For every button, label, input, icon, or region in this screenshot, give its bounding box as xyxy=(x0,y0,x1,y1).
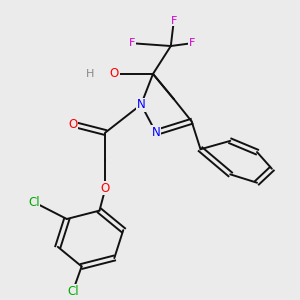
Text: F: F xyxy=(171,16,177,26)
Text: Cl: Cl xyxy=(67,285,79,298)
Text: N: N xyxy=(137,98,146,111)
Text: O: O xyxy=(110,68,119,80)
Text: O: O xyxy=(68,118,77,130)
Text: O: O xyxy=(101,182,110,195)
Text: Cl: Cl xyxy=(28,196,40,209)
Text: F: F xyxy=(188,38,195,48)
Text: F: F xyxy=(129,38,135,48)
Text: H: H xyxy=(86,69,95,79)
Text: N: N xyxy=(152,126,160,139)
